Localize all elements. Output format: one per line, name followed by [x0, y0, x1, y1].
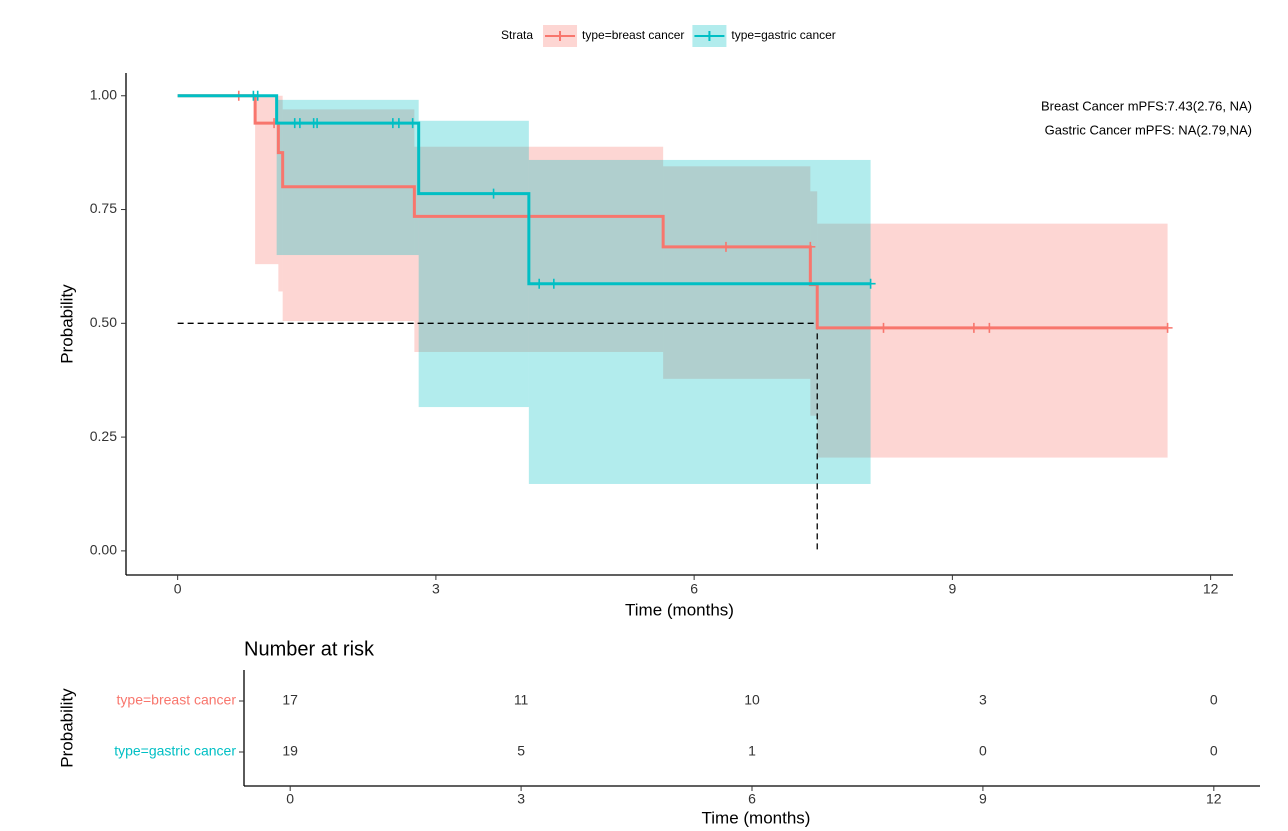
x-tick-label: 0 [174, 581, 182, 597]
risk-count: 1 [748, 743, 756, 759]
y-tick-label: 0.25 [90, 428, 117, 444]
risk-count: 0 [979, 743, 987, 759]
censor-mark [548, 278, 559, 289]
censor-mark [312, 118, 323, 129]
x-tick-label: 3 [517, 791, 525, 807]
annotation: Gastric Cancer mPFS: NA(2.79,NA) [1045, 122, 1252, 137]
censor-mark [865, 278, 876, 289]
x-tick-label: 6 [690, 581, 698, 597]
risk-count: 10 [744, 692, 760, 708]
risk-count: 17 [282, 692, 298, 708]
censor-mark [488, 188, 499, 199]
y-tick-label: 0.50 [90, 314, 117, 330]
survival-curve [177, 94, 871, 286]
y-axis-label: Probability [57, 284, 76, 364]
censor-mark [805, 241, 816, 252]
confidence-band [528, 159, 871, 484]
x-axis-label: Time (months) [702, 808, 811, 827]
censor-mark [968, 322, 979, 333]
x-tick-label: 12 [1203, 581, 1219, 597]
censor-mark [407, 118, 418, 129]
risk-count: 11 [514, 692, 529, 708]
risk-count: 0 [1210, 692, 1218, 708]
x-tick-label: 9 [948, 581, 956, 597]
y-tick-label: 1.00 [90, 86, 117, 102]
risk-count: 19 [282, 743, 298, 759]
y-tick-label: 0.00 [90, 542, 117, 558]
risk-count: 0 [1210, 743, 1218, 759]
table-title: Number at risk [244, 638, 375, 660]
confidence-band [282, 109, 415, 322]
legend-title: Strata [501, 28, 533, 42]
confidence-band [418, 120, 529, 408]
censor-mark [878, 322, 889, 333]
risk-count: 3 [979, 692, 987, 708]
confidence-band [255, 95, 279, 265]
x-tick-label: 0 [286, 791, 294, 807]
censor-mark [1162, 322, 1173, 333]
confidence-band [817, 223, 1168, 458]
legend-label: type=breast cancer [582, 28, 684, 42]
censor-mark [252, 90, 263, 101]
x-axis-label: Time (months) [625, 600, 734, 619]
x-tick-label: 6 [748, 791, 756, 807]
censor-mark [984, 322, 995, 333]
confidence-band [810, 191, 818, 416]
confidence-band [414, 146, 664, 352]
y-axis-label: Probability [57, 688, 76, 768]
censor-mark [720, 241, 731, 252]
censor-mark [294, 118, 305, 129]
censor-mark [393, 118, 404, 129]
confidence-band [663, 166, 811, 379]
legend-label: type=gastric cancer [731, 28, 835, 42]
row-label: type=gastric cancer [114, 743, 236, 759]
annotation: Breast Cancer mPFS:7.43(2.76, NA) [1041, 98, 1252, 113]
legend-symbol [694, 31, 725, 41]
risk-count: 5 [517, 743, 525, 759]
row-label: type=breast cancer [117, 692, 237, 708]
x-tick-label: 9 [979, 791, 987, 807]
censor-mark [534, 278, 545, 289]
confidence-band [278, 95, 283, 292]
y-tick-label: 0.75 [90, 200, 117, 216]
legend-symbol [545, 31, 576, 41]
x-tick-label: 12 [1206, 791, 1222, 807]
x-tick-label: 3 [432, 581, 440, 597]
